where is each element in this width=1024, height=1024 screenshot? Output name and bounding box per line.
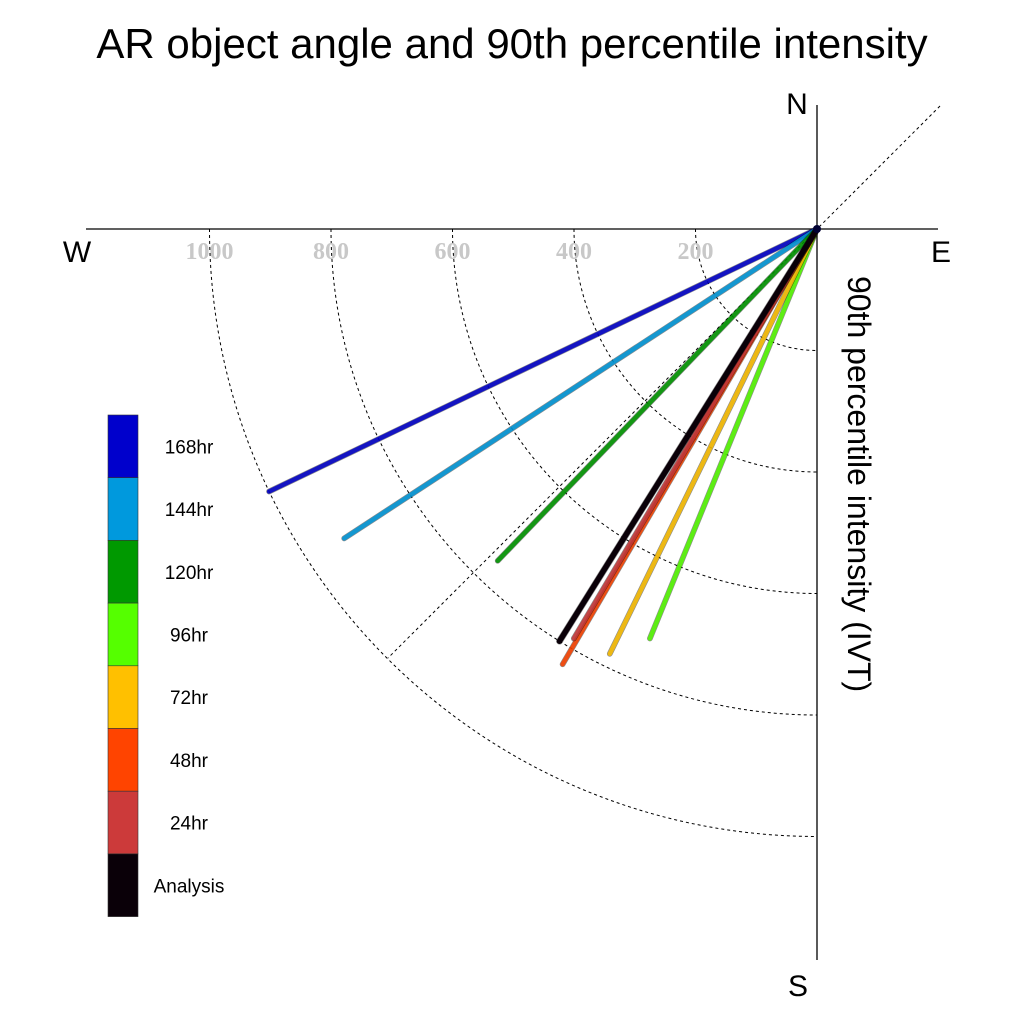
legend-swatch: [107, 790, 139, 855]
series-line: [607, 226, 820, 657]
diagonal-guide: [387, 105, 941, 659]
radial-tick-label: 200: [678, 239, 714, 265]
radial-tick-label: 600: [435, 239, 471, 265]
series-lines: [266, 225, 821, 668]
series-line: [556, 226, 820, 644]
series-line: [647, 226, 820, 641]
legend: 168hr 144hr 120hr 96hr 72hr 48hr 24hr Analysis: [107, 414, 225, 917]
grid-ring: [452, 228, 818, 594]
radial-tick-label: 1000: [186, 239, 234, 265]
grid-ring: [330, 228, 818, 716]
legend-swatch: [107, 853, 139, 917]
legend-swatch: [107, 665, 139, 729]
legend-label: 168hr: [165, 437, 214, 458]
legend-swatch: [107, 477, 139, 541]
legend-label: 120hr: [165, 563, 214, 584]
legend-label: 24hr: [170, 814, 209, 835]
compass-east: E: [931, 236, 951, 269]
series-line: [266, 226, 820, 494]
radial-tick-labels: 200 400 600 800 1000: [186, 239, 714, 265]
grid-ring: [209, 228, 818, 837]
chart-title: AR object angle and 90th percentile inte…: [96, 20, 927, 67]
series-line: [495, 226, 820, 564]
grid-ring: [695, 228, 818, 351]
intensity-axis-label: 90th percentile intensity (IVT): [841, 276, 877, 692]
radial-grid: [209, 228, 818, 837]
series-line: [341, 226, 820, 541]
compass-west: W: [63, 236, 92, 269]
radial-tick-label: 800: [313, 239, 349, 265]
legend-label: 48hr: [170, 751, 209, 772]
legend-label: 96hr: [170, 626, 209, 647]
legend-label: 72hr: [170, 688, 209, 709]
grid-ring: [573, 228, 818, 473]
legend-swatch: [107, 414, 139, 479]
legend-swatch: [107, 728, 139, 792]
legend-swatch: [107, 602, 139, 667]
compass-axes: [86, 105, 941, 960]
legend-label: 144hr: [165, 500, 214, 521]
legend-swatch: [107, 540, 139, 604]
legend-label: Analysis: [154, 876, 225, 897]
origin-point: [813, 225, 821, 233]
compass-north: N: [786, 88, 808, 121]
compass-south: S: [788, 970, 808, 1003]
radial-tick-label: 400: [556, 239, 592, 265]
